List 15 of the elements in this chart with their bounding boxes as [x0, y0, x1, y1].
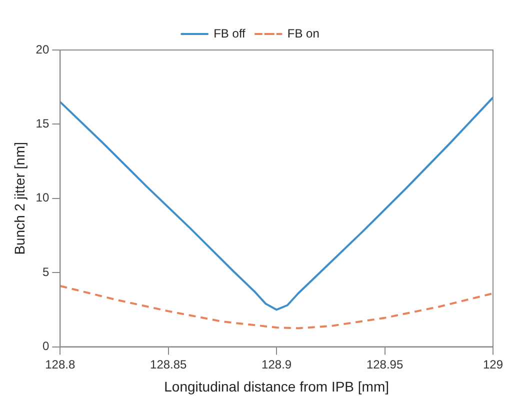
x-axis-title: Longitudinal distance from IPB [mm]	[164, 378, 390, 394]
x-tick-label: 128.8	[45, 357, 76, 372]
y-tick-label: 20	[36, 42, 50, 56]
y-tick-label: 10	[36, 190, 50, 205]
line-series	[60, 284, 493, 330]
x-tick-label: 128.85	[150, 357, 188, 372]
y-tick-label: 15	[36, 116, 50, 131]
y-tick-label: 0	[42, 339, 50, 354]
y-tick-label: 5	[42, 264, 50, 279]
x-tick-label: 129	[482, 357, 504, 372]
legend-label: FB off	[214, 26, 246, 40]
y-axis-title: Bunch 2 jitter [nm]	[11, 142, 28, 255]
legend-label: FB on	[287, 26, 320, 40]
x-tick-label: 128.95	[366, 357, 404, 372]
x-tick-label: 128.9	[262, 357, 292, 372]
